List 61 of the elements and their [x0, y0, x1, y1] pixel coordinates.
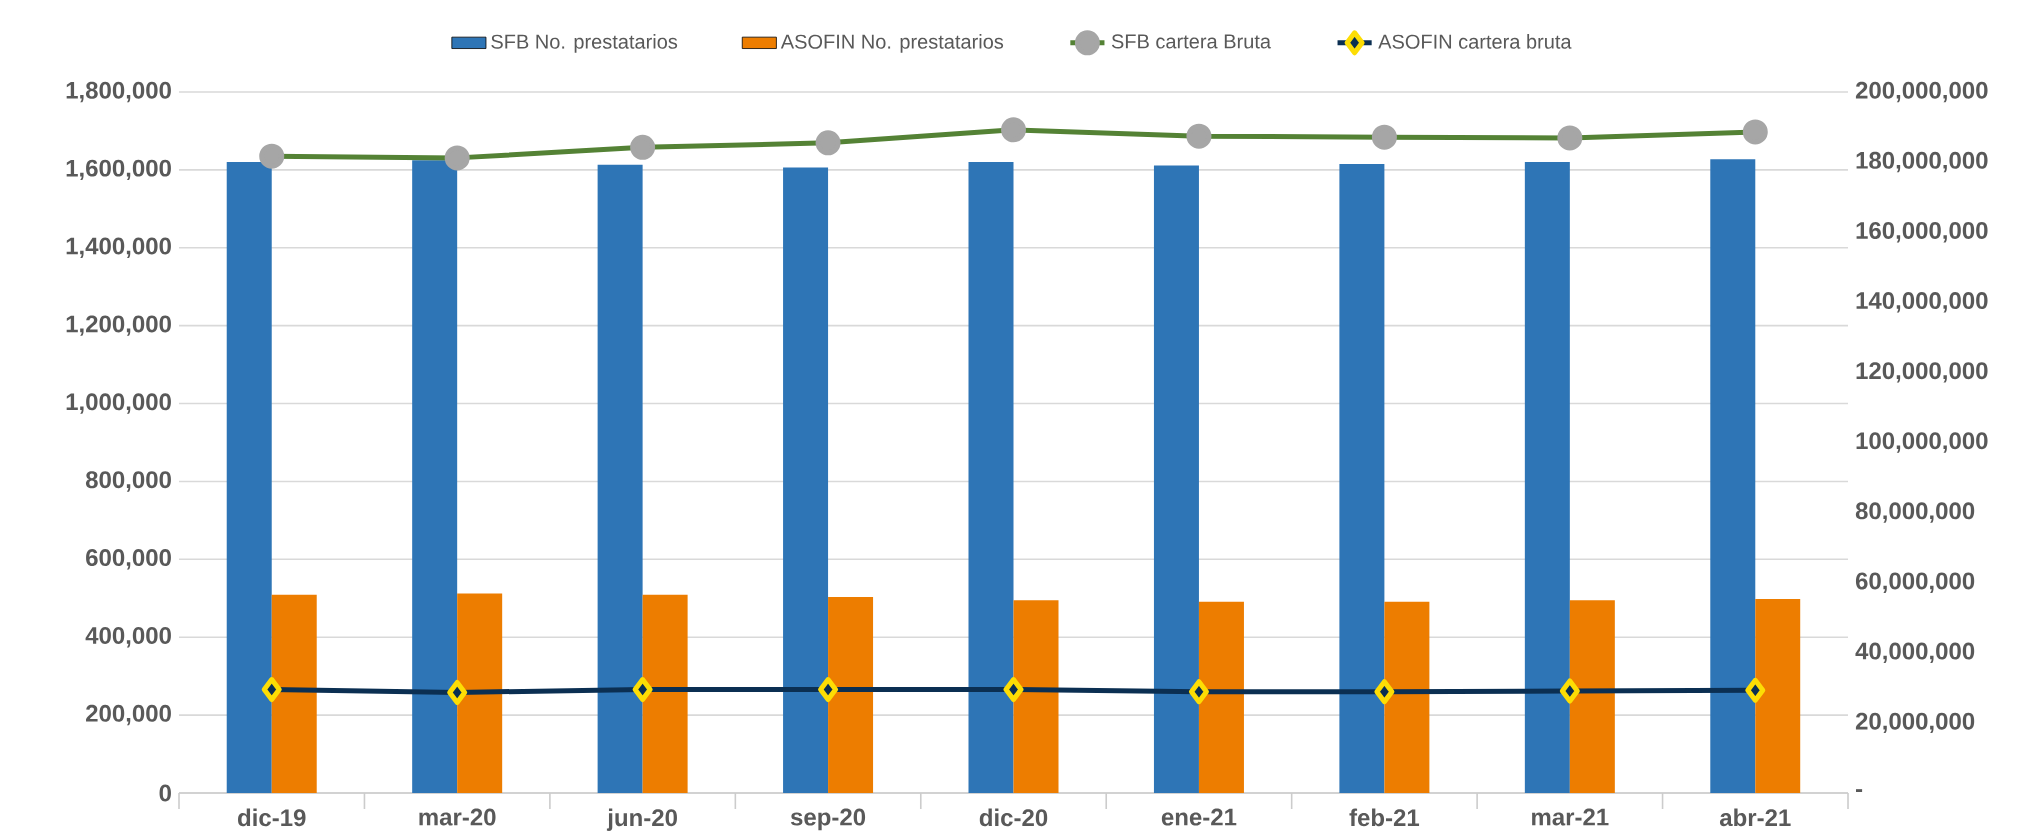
- legend-label: SFB cartera Bruta: [1111, 34, 1272, 49]
- bar: [783, 167, 829, 794]
- bar: [597, 165, 643, 794]
- bar: [1524, 162, 1570, 794]
- legend-label: ASOFIN cartera bruta: [1378, 34, 1572, 49]
- point: [1374, 679, 1395, 705]
- x-tick-label: dic-20: [979, 808, 1048, 827]
- point: [1003, 677, 1024, 703]
- bar: [1153, 165, 1199, 794]
- point: [818, 677, 839, 703]
- x-tick-label: feb-21: [1349, 808, 1420, 827]
- y2-tick-label: 60,000,000: [1855, 572, 1975, 594]
- bar: [457, 593, 503, 794]
- bar: [642, 594, 688, 794]
- x-tick-label: mar-21: [1532, 808, 1609, 826]
- bar: [1013, 600, 1059, 794]
- x-tick-label: mar-20: [419, 808, 496, 826]
- x-tick-label: ene-21: [1161, 808, 1237, 826]
- y-tick-label: 1,200,000: [66, 315, 171, 337]
- bar: [1384, 601, 1430, 794]
- y2-tick-label: 120,000,000: [1856, 362, 1988, 383]
- bar: [828, 597, 874, 794]
- y-tick-label: 200,000: [86, 705, 171, 726]
- y2-tick-label: 140,000,000: [1856, 292, 1988, 313]
- bar: [968, 162, 1014, 794]
- x-tick-label: abr-21: [1719, 808, 1791, 827]
- point: [261, 677, 282, 703]
- bar: [226, 162, 272, 794]
- bar: [412, 160, 458, 794]
- y2-tick-label: 200,000,000: [1855, 81, 1988, 103]
- point: [447, 680, 468, 706]
- y2-tick-label: 100,000,000: [1856, 432, 1988, 453]
- bar: [1198, 601, 1244, 794]
- y2-tick-label: 40,000,000: [1855, 642, 1975, 664]
- y-tick-label: 1,400,000: [66, 237, 171, 259]
- x-tick-label: jun-20: [606, 808, 677, 832]
- y-tick-label: 0: [159, 784, 171, 802]
- y2-tick-label: 160,000,000: [1856, 222, 1988, 243]
- y2-tick-label: -: [1856, 789, 1863, 793]
- y2-tick-label: 20,000,000: [1855, 712, 1975, 734]
- y-tick-label: 1,000,000: [66, 393, 171, 414]
- y2-tick-label: 180,000,000: [1856, 152, 1988, 173]
- y-tick-label: 1,800,000: [66, 81, 171, 103]
- y-tick-label: 600,000: [86, 549, 171, 570]
- bar: [1755, 599, 1801, 794]
- y2-tick-label: 80,000,000: [1855, 502, 1975, 523]
- bar: [1710, 159, 1756, 794]
- y-tick-label: 800,000: [85, 471, 171, 492]
- x-tick-label: sep-20: [790, 808, 866, 831]
- bar: [1569, 600, 1615, 794]
- y-tick-label: 400,000: [85, 627, 171, 648]
- legend-label: SFB No. prestatarios: [491, 34, 678, 53]
- legend-label: ASOFIN No. prestatarios: [780, 34, 1004, 53]
- point: [1188, 679, 1209, 705]
- bar: [1339, 164, 1385, 794]
- point: [632, 677, 653, 703]
- point: [1745, 677, 1766, 703]
- y-tick-label: 1,600,000: [66, 159, 171, 181]
- point: [1559, 678, 1580, 704]
- bar: [271, 594, 317, 794]
- x-tick-label: dic-19: [238, 808, 306, 827]
